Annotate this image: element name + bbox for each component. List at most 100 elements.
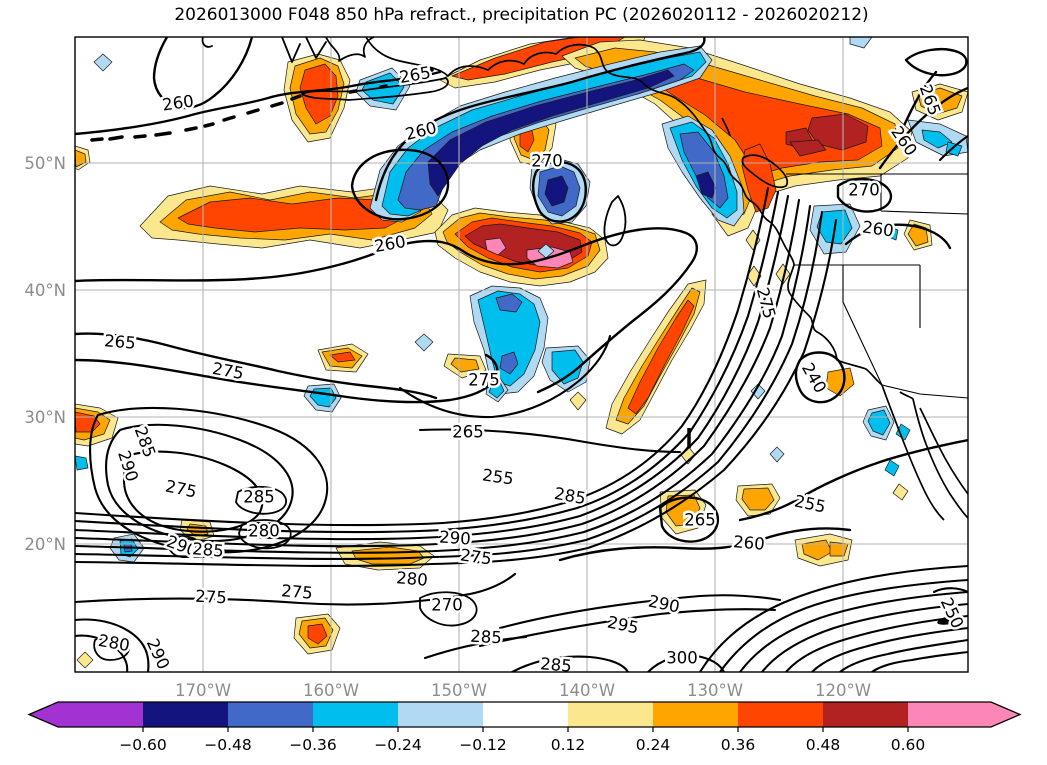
negative-anomaly xyxy=(499,351,519,375)
coastline-us-west xyxy=(787,264,883,386)
lat-tick-label: 30°N xyxy=(24,408,66,427)
lat-tick-label: 50°N xyxy=(24,154,66,173)
contour-line xyxy=(75,194,790,541)
colorbar-segment xyxy=(398,702,483,727)
negative-anomaly xyxy=(884,459,900,477)
contour-label: 240 xyxy=(798,360,830,397)
negative-anomaly xyxy=(885,225,899,241)
colorbar-tick-label: 0.60 xyxy=(891,736,926,754)
positive-anomaly xyxy=(741,487,775,511)
contour-line xyxy=(75,210,824,560)
contour-label: 290 xyxy=(439,527,472,548)
contour-line xyxy=(838,638,968,672)
contour-line xyxy=(93,635,130,661)
contour-line xyxy=(75,186,770,527)
coastline-alaska xyxy=(325,37,375,62)
contour-label: 275 xyxy=(459,545,493,568)
contour-label: 300 xyxy=(666,649,698,668)
contour-label: 250 xyxy=(937,595,968,632)
colorbar-segment xyxy=(143,702,228,727)
contour-line xyxy=(152,37,254,110)
contour-line xyxy=(603,195,627,247)
contour-mark xyxy=(937,615,963,625)
contour-label: 260 xyxy=(732,532,765,554)
border-state xyxy=(880,174,968,215)
coastline-baja xyxy=(881,384,945,521)
contour-line xyxy=(75,332,438,400)
contour-line xyxy=(810,626,968,672)
contour-line xyxy=(374,37,706,202)
contour-line xyxy=(646,654,726,672)
positive-anomaly xyxy=(789,139,827,157)
contour-label: 280 xyxy=(248,522,280,541)
negative-anomaly xyxy=(921,129,953,149)
contour-line xyxy=(398,334,612,419)
contour-label: 280 xyxy=(97,631,131,655)
contour-line xyxy=(167,535,202,558)
coastline-alaska-south xyxy=(593,47,707,133)
positive-anomaly xyxy=(329,351,356,363)
colorbar-tick-label: −0.48 xyxy=(204,736,252,754)
colorbar-segment xyxy=(823,702,908,727)
colorbar-tick-label: −0.36 xyxy=(289,736,337,754)
contour-label: 275 xyxy=(280,581,313,603)
contour-line xyxy=(698,564,968,672)
contour-label: 270 xyxy=(848,181,880,200)
contour-label: 295 xyxy=(606,612,641,637)
positive-anomaly xyxy=(484,237,507,256)
colorbar-extend-left xyxy=(29,702,143,727)
coastline-alaska xyxy=(365,37,595,77)
lon-tick-label: 170°W xyxy=(175,681,231,700)
contour-line xyxy=(498,594,782,630)
contour-label: 260 xyxy=(861,217,895,240)
contour-line xyxy=(75,218,838,568)
colorbar-tick-label: −0.60 xyxy=(119,736,167,754)
colorbar-outline xyxy=(27,701,1022,728)
contour-line xyxy=(75,618,150,672)
negative-anomaly xyxy=(849,37,873,49)
negative-anomaly xyxy=(93,53,113,72)
aleutian-islands xyxy=(90,68,434,142)
negative-anomaly xyxy=(75,455,89,471)
colorbar-segment xyxy=(483,702,568,727)
contour-line xyxy=(836,177,893,213)
contour-line xyxy=(718,578,968,672)
contour-label: 275 xyxy=(164,476,199,501)
coastline-haida-gwaii xyxy=(721,117,731,137)
positive-anomaly xyxy=(450,357,480,373)
coastline-bc xyxy=(705,131,795,266)
colorbar: −0.60 −0.48 −0.36 −0.24 −0.12 0.12 0.24 0.36 0.4… xyxy=(27,701,1022,754)
precipitation-anomaly-layer xyxy=(75,37,968,669)
contour-label: 260 xyxy=(373,232,407,256)
contour-label: 275 xyxy=(211,359,245,383)
contour-line xyxy=(418,428,682,454)
contour-line xyxy=(510,655,630,672)
colorbar-tick-label: 0.12 xyxy=(551,736,586,754)
contour-line xyxy=(419,591,478,627)
coastline-gulf-california xyxy=(899,391,968,519)
colorbar-segment xyxy=(568,702,653,727)
contour-line xyxy=(75,634,129,672)
contour-label: 260 xyxy=(161,91,195,114)
plot-frame xyxy=(74,36,969,673)
border-us-mexico xyxy=(881,384,968,399)
contour-line xyxy=(478,608,777,648)
contour-line xyxy=(760,602,968,672)
lon-tick-label: 120°W xyxy=(815,681,871,700)
contour-label: 285 xyxy=(243,488,275,507)
contour-label: 270 xyxy=(431,596,463,615)
colorbar-segment xyxy=(228,702,313,727)
negative-anomaly xyxy=(488,381,505,399)
colorbar-tick-label: 0.36 xyxy=(721,736,756,754)
contour-label: 265 xyxy=(684,511,716,530)
contour-line xyxy=(870,650,968,672)
contour-line xyxy=(75,204,812,554)
contour-line xyxy=(844,223,952,250)
negative-anomaly xyxy=(695,171,717,199)
figure-title: 2026013000 F048 850 hPa refract., precip… xyxy=(174,5,869,25)
colorbar-tick-label: −0.24 xyxy=(374,736,422,754)
positive-anomaly xyxy=(569,391,587,411)
contour-line xyxy=(201,37,213,48)
contour-line xyxy=(900,70,938,132)
